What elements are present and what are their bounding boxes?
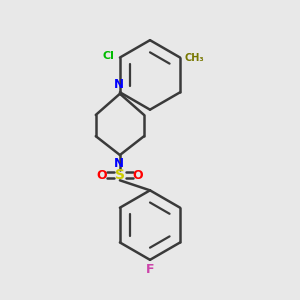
Text: O: O [96, 169, 107, 182]
Text: CH₃: CH₃ [184, 52, 204, 62]
Text: N: N [113, 78, 123, 92]
Text: Cl: Cl [103, 51, 115, 61]
Text: O: O [133, 169, 143, 182]
Text: S: S [115, 168, 125, 182]
Text: F: F [146, 263, 154, 276]
Text: N: N [113, 158, 123, 170]
